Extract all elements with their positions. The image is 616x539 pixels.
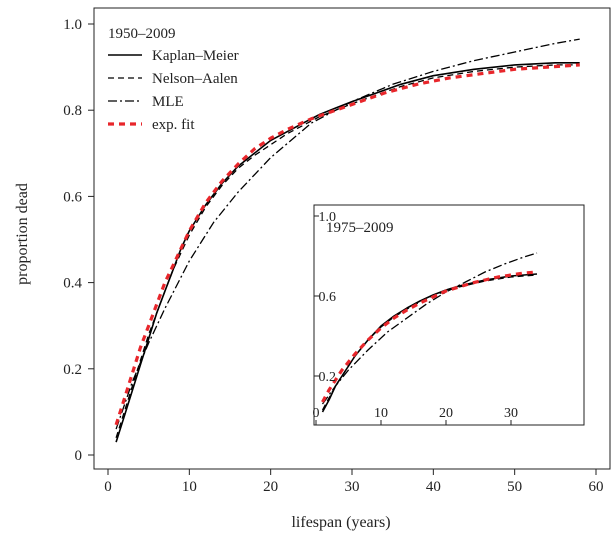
main-x-tick-label: 60 <box>589 479 604 495</box>
inset-x-tick-label: 10 <box>374 406 388 421</box>
legend-label-kaplan-meier: Kaplan–Meier <box>152 48 239 64</box>
inset-x-tick-label: 30 <box>504 406 518 421</box>
main-series-mle <box>115 38 580 430</box>
main-y-tick-label: 0.4 <box>63 276 82 292</box>
main-y-tick-label: 0 <box>75 448 83 464</box>
legend-label-mle: MLE <box>152 94 184 110</box>
main-panel-title: 1950–2009 <box>108 26 176 42</box>
inset-x-tick-label: 0 <box>313 406 320 421</box>
inset-y-tick-label: 0.6 <box>319 290 337 305</box>
legend: Kaplan–Meier Nelson–Aalen MLE exp. fit <box>108 48 239 133</box>
main-x-tick-label: 30 <box>345 479 360 495</box>
main-y-tick-label: 1.0 <box>63 17 82 33</box>
inset-panel: 0 10 20 30 0.2 0.6 1.0 1975–2009 <box>313 204 585 426</box>
x-axis-label: lifespan (years) <box>291 514 390 531</box>
inset-series-exp-fit <box>321 270 538 403</box>
main-y-tick-label: 0.8 <box>63 103 82 119</box>
main-y-tick-label: 0.6 <box>63 189 82 205</box>
main-panel: 0 10 20 30 40 50 60 0 0.2 0.4 0.6 0.8 1.0 lifespan … <box>14 7 611 531</box>
inset-y-tick-label: 1.0 <box>319 210 337 225</box>
main-y-tick-label: 0.2 <box>63 362 82 378</box>
inset-plot-frame <box>313 204 585 426</box>
inset-curves <box>321 252 538 413</box>
legend-label-nelson-aalen: Nelson–Aalen <box>152 71 238 87</box>
main-x-tick-label: 50 <box>507 479 522 495</box>
main-series-exp-fit <box>114 63 580 426</box>
main-x-tick-label: 10 <box>182 479 197 495</box>
inset-series-mle <box>321 252 538 405</box>
main-x-tick-label: 40 <box>426 479 441 495</box>
main-y-ticks: 0 0.2 0.4 0.6 0.8 1.0 <box>63 17 94 464</box>
main-x-ticks: 0 10 20 30 40 50 60 <box>104 469 604 495</box>
inset-y-ticks: 0.2 0.6 1.0 <box>314 210 336 385</box>
main-x-tick-label: 0 <box>104 479 112 495</box>
y-axis-label: proportion dead <box>14 183 31 285</box>
inset-panel-title: 1975–2009 <box>326 220 394 236</box>
inset-x-ticks: 0 10 20 30 <box>313 406 518 425</box>
legend-label-exp-fit: exp. fit <box>152 117 195 133</box>
inset-y-tick-label: 0.2 <box>319 370 337 385</box>
main-series-kaplan-meier <box>115 61 580 443</box>
main-series-nelson-aalen <box>115 64 580 438</box>
main-x-tick-label: 20 <box>263 479 278 495</box>
inset-x-tick-label: 20 <box>439 406 453 421</box>
main-curves <box>114 38 580 443</box>
